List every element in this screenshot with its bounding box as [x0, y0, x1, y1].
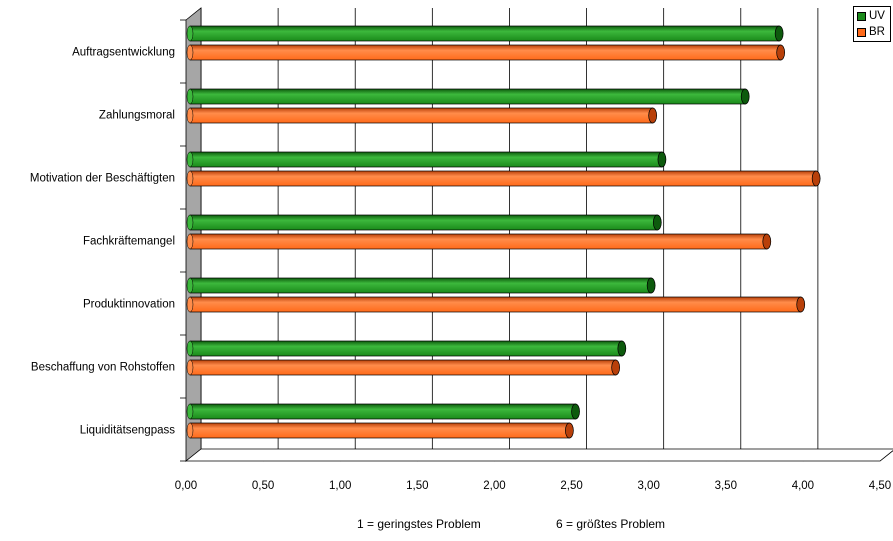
bar-uv	[186, 403, 580, 420]
category-labels: Auftragsentwicklung Zahlungsmoral Motivati…	[30, 47, 175, 437]
category-label: Motivation der Beschäftigten	[30, 173, 175, 185]
bar-body-br	[189, 170, 817, 187]
category-label: Auftragsentwicklung	[72, 47, 175, 59]
bar-base-br	[186, 296, 194, 313]
x-tick-label: 0,00	[175, 480, 197, 492]
x-tick-label: 1,50	[406, 480, 428, 492]
note-min: 1 = geringstes Problem	[357, 517, 481, 531]
bar-body-br	[189, 296, 802, 313]
bar-br	[186, 170, 821, 187]
bars	[186, 25, 821, 439]
bar-body-br	[189, 233, 768, 250]
bar-base-br	[186, 107, 194, 124]
bar-body-br	[189, 44, 782, 61]
bar-base-br	[186, 44, 194, 61]
legend-label-uv: UV	[869, 10, 885, 22]
legend-swatch-br	[857, 28, 866, 37]
bar-body-uv	[189, 151, 663, 168]
scale-notes: 1 = geringstes Problem 6 = größtes Probl…	[0, 517, 893, 535]
bar-uv	[186, 25, 784, 42]
bar-base-uv	[186, 277, 194, 294]
bar-base-uv	[186, 151, 194, 168]
bar-uv	[186, 340, 627, 357]
bar-base-uv	[186, 403, 194, 420]
bar-body-uv	[189, 340, 623, 357]
x-tick-label: 2,50	[560, 480, 582, 492]
bar-base-br	[186, 422, 194, 439]
bar-uv	[186, 214, 662, 231]
bar-base-uv	[186, 88, 194, 105]
bar-br	[186, 44, 786, 61]
legend: UV BR	[853, 6, 891, 42]
category-label: Liquiditätsengpass	[80, 425, 176, 437]
bar-cap-uv	[740, 88, 750, 105]
bar-cap-uv	[652, 214, 662, 231]
bar-body-uv	[189, 25, 780, 42]
category-label: Produktinnovation	[83, 299, 175, 311]
bar-br	[186, 233, 772, 250]
x-tick-label: 3,00	[637, 480, 659, 492]
tick-labels: 0,00 0,50 1,00 1,50 2,00 2,50 3,00 3,50 4,00 4,50	[175, 480, 891, 492]
floor	[184, 448, 893, 462]
bar-cap-uv	[571, 403, 580, 420]
x-tick-label: 4,50	[869, 480, 891, 492]
bar-base-uv	[186, 340, 194, 357]
bar-uv	[186, 277, 656, 294]
bar-body-uv	[189, 277, 652, 294]
bar-body-br	[189, 359, 617, 376]
x-tick-label: 1,00	[329, 480, 351, 492]
bar-br	[186, 422, 574, 439]
legend-item-br: BR	[857, 26, 885, 39]
x-tick-label: 2,00	[483, 480, 505, 492]
bar-body-uv	[189, 214, 658, 231]
bar-base-uv	[186, 25, 194, 42]
note-max: 6 = größtes Problem	[556, 517, 666, 531]
category-label: Fachkräftemangel	[83, 236, 175, 248]
bar-cap-uv	[774, 25, 784, 42]
bar-br	[186, 359, 621, 376]
bar-base-br	[186, 233, 194, 250]
bar-cap-uv	[657, 151, 667, 168]
bar-cap-br	[776, 44, 786, 61]
legend-swatch-uv	[857, 12, 866, 21]
x-tick-label: 4,00	[792, 480, 814, 492]
bar-cap-uv	[646, 277, 656, 294]
bar-cap-br	[648, 107, 658, 124]
legend-item-uv: UV	[857, 10, 885, 23]
bar-br	[186, 107, 658, 124]
bar-base-uv	[186, 214, 194, 231]
bar-body-uv	[189, 403, 576, 420]
category-label: Zahlungsmoral	[99, 110, 175, 122]
bar-body-br	[189, 422, 570, 439]
bar-cap-br	[762, 233, 772, 250]
bar-cap-br	[565, 422, 574, 439]
bar-body-br	[189, 107, 654, 124]
bar-body-uv	[189, 88, 746, 105]
legend-label-br: BR	[869, 26, 885, 38]
bar-cap-uv	[617, 340, 627, 357]
bar-uv	[186, 151, 667, 168]
bar-base-br	[186, 359, 194, 376]
x-tick-label: 0,50	[252, 480, 274, 492]
x-tick-label: 3,50	[715, 480, 737, 492]
bar-cap-br	[796, 296, 806, 313]
bar-uv	[186, 88, 750, 105]
bar-cap-br	[611, 359, 621, 376]
bar-cap-br	[811, 170, 821, 187]
category-label: Beschaffung von Rohstoffen	[31, 362, 175, 374]
bar-base-br	[186, 170, 194, 187]
bar-br	[186, 296, 806, 313]
